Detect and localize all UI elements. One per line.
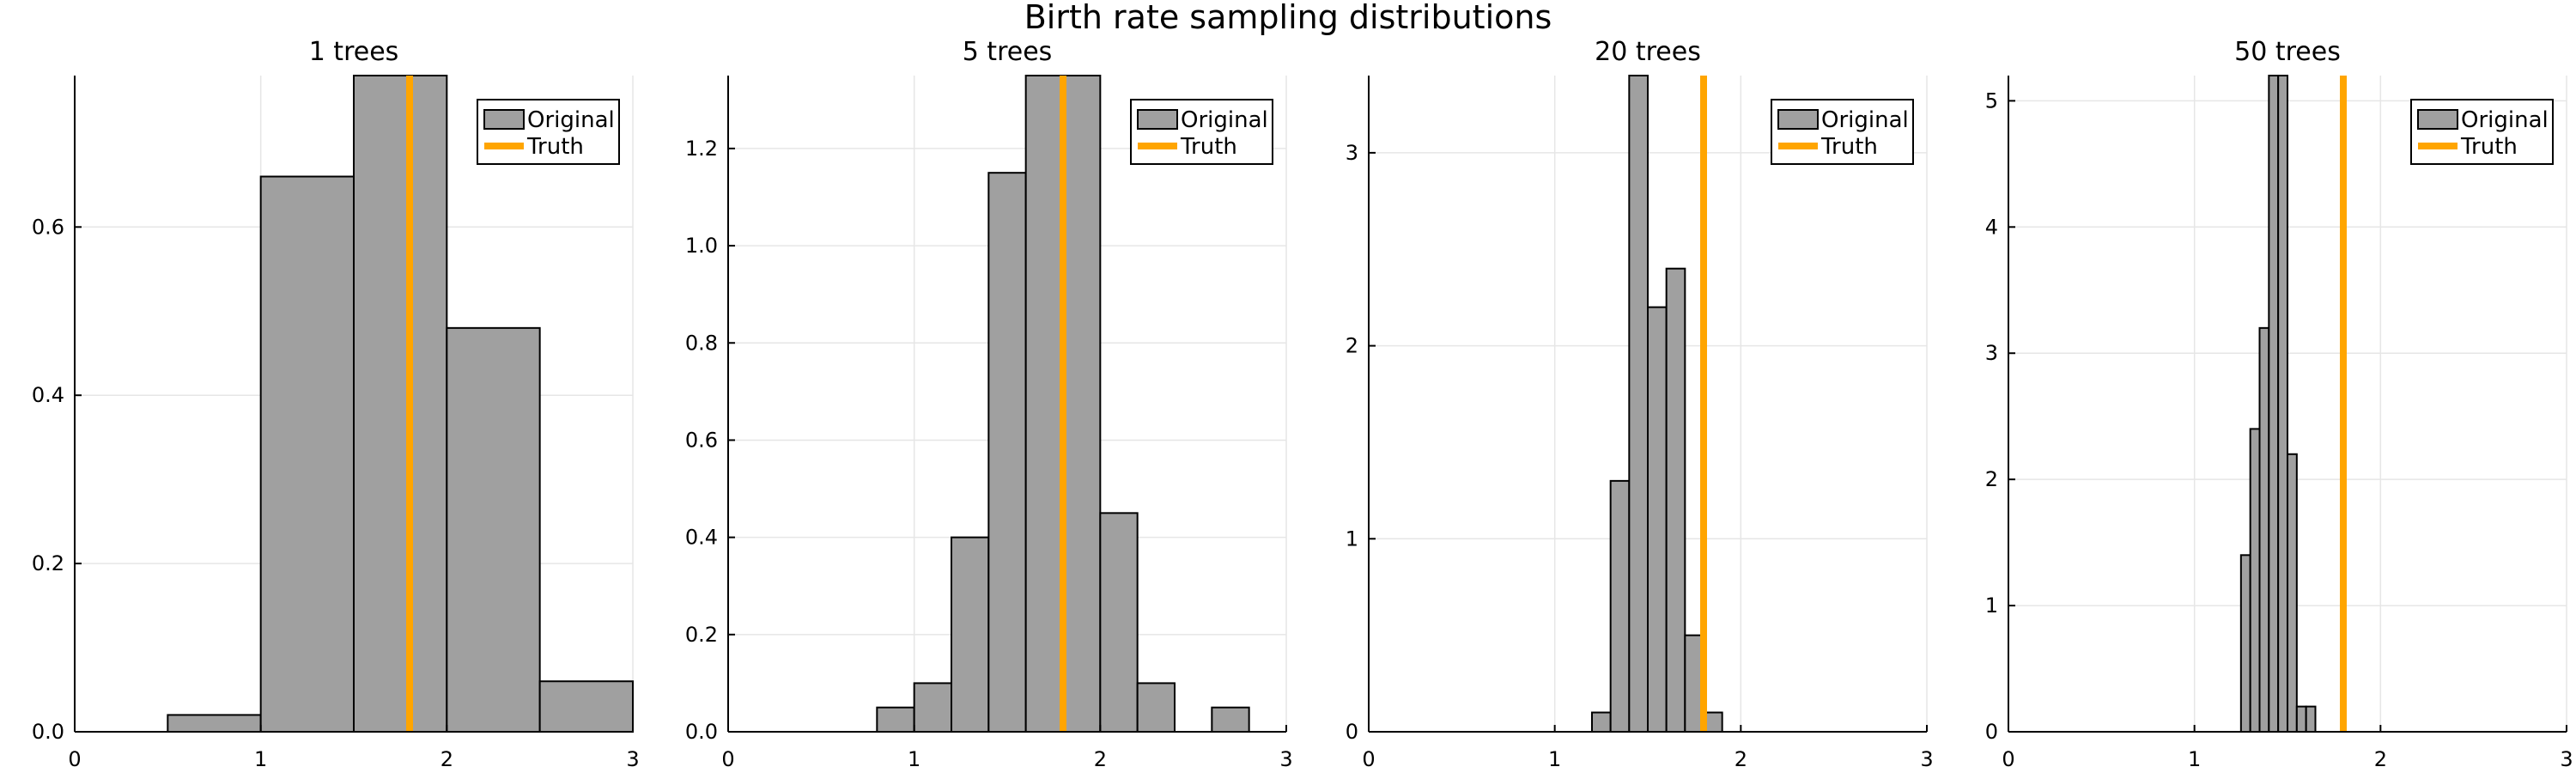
y-tick-label: 1.0 xyxy=(685,234,718,258)
legend-label-original: Original xyxy=(1181,107,1268,133)
y-tick-label: 3 xyxy=(1985,341,1998,365)
legend-swatch-original xyxy=(1137,109,1178,130)
histogram-bar xyxy=(1211,706,1250,733)
histogram-bar xyxy=(1136,682,1176,733)
x-tick-label: 3 xyxy=(626,747,639,771)
legend-swatch-original xyxy=(2417,109,2458,130)
histogram-bar xyxy=(987,172,1027,733)
histogram-bar xyxy=(2268,75,2280,733)
x-tick-label: 1 xyxy=(908,747,920,771)
y-tick-label: 2 xyxy=(1985,467,1998,491)
histogram-bar xyxy=(2239,554,2251,733)
y-tick-label: 2 xyxy=(1346,334,1358,358)
x-tick-label: 0 xyxy=(2002,747,2014,771)
y-tick-label: 0 xyxy=(1346,720,1358,744)
x-tick-label: 1 xyxy=(1548,747,1561,771)
y-tick-label: 4 xyxy=(1985,215,1998,239)
histogram-bar xyxy=(1628,75,1649,733)
y-tick-label: 3 xyxy=(1346,141,1358,165)
legend-swatch-original xyxy=(1777,109,1819,130)
histogram-bar xyxy=(538,680,635,733)
legend-label-truth: Truth xyxy=(2460,134,2518,160)
histogram-bar xyxy=(2258,326,2270,733)
histogram-bar xyxy=(446,326,541,733)
histogram-bar xyxy=(2305,705,2317,733)
x-tick-label: 0 xyxy=(721,747,734,771)
histogram-bar xyxy=(1591,711,1612,733)
x-tick-label: 3 xyxy=(2560,747,2573,771)
histogram-bar xyxy=(2277,75,2289,733)
y-tick-label: 0.6 xyxy=(32,215,64,239)
legend-swatch-original xyxy=(483,109,525,130)
legend-label-original: Original xyxy=(527,107,615,133)
histogram-bar xyxy=(1062,75,1102,733)
histogram-bar xyxy=(2249,428,2261,733)
y-tick-label: 1.2 xyxy=(685,137,718,161)
histogram-bar xyxy=(353,75,448,733)
figure-title: Birth rate sampling distributions xyxy=(1024,0,1552,36)
x-tick-label: 0 xyxy=(68,747,81,771)
histogram-bar xyxy=(951,536,990,733)
legend-label-original: Original xyxy=(2461,107,2549,133)
y-tick-label: 0.4 xyxy=(685,526,718,550)
panel-title: 5 trees xyxy=(963,37,1053,67)
y-tick-label: 0.0 xyxy=(32,720,64,744)
panel-title: 1 trees xyxy=(309,37,399,67)
y-tick-label: 0.0 xyxy=(685,720,718,744)
histogram-bar xyxy=(2295,705,2307,733)
histogram-bar xyxy=(876,706,915,733)
y-tick-label: 0.2 xyxy=(32,551,64,575)
legend-label-truth: Truth xyxy=(1180,134,1237,160)
panel-title: 50 trees xyxy=(2234,37,2341,67)
x-tick-label: 3 xyxy=(1920,747,1933,771)
histogram-bar xyxy=(913,682,952,733)
y-tick-label: 0.4 xyxy=(32,383,64,407)
panel-2: 0 1 2 3 0.0 0.2 0.4 0.6 0.8 1.0 1.2 5 trees Original… xyxy=(685,37,1293,771)
y-tick-label: 0 xyxy=(1985,720,1998,744)
x-tick-label: 2 xyxy=(440,747,453,771)
panel-title: 20 trees xyxy=(1595,37,1701,67)
legend-label-truth: Truth xyxy=(526,134,584,160)
x-tick-label: 3 xyxy=(1279,747,1292,771)
x-tick-label: 1 xyxy=(2188,747,2201,771)
x-tick-label: 0 xyxy=(1362,747,1375,771)
y-tick-label: 0.6 xyxy=(685,428,718,452)
histogram-bar xyxy=(1609,479,1631,733)
x-tick-label: 2 xyxy=(1735,747,1747,771)
x-tick-label: 2 xyxy=(2374,747,2387,771)
histogram-bar xyxy=(259,175,355,733)
y-tick-label: 0.8 xyxy=(685,331,718,355)
y-tick-label: 1 xyxy=(1985,593,1998,618)
histogram-bar xyxy=(1024,75,1064,733)
y-tick-label: 0.2 xyxy=(685,623,718,647)
histogram-bar xyxy=(1099,512,1139,733)
y-tick-label: 1 xyxy=(1346,526,1358,551)
x-tick-label: 2 xyxy=(1094,747,1107,771)
histogram-bar xyxy=(2287,453,2298,733)
y-tick-label: 5 xyxy=(1985,88,1998,113)
x-tick-label: 1 xyxy=(254,747,267,771)
legend-box xyxy=(477,99,620,165)
histogram-bar xyxy=(167,714,262,733)
legend-label-truth: Truth xyxy=(1820,134,1878,160)
histogram-bar xyxy=(1647,306,1668,733)
legend-label-original: Original xyxy=(1821,107,1909,133)
histogram-bar xyxy=(1665,267,1686,733)
